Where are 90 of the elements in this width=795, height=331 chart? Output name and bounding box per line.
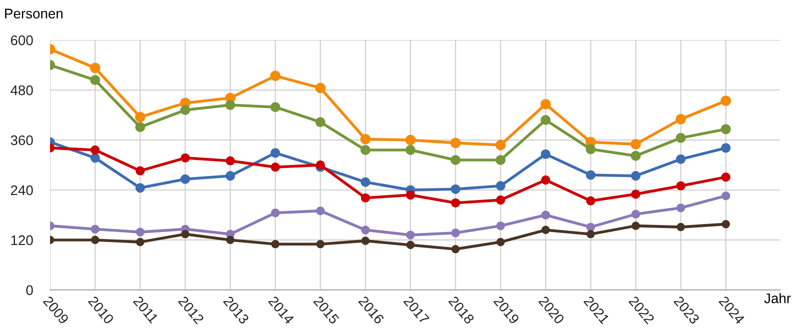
point	[406, 190, 416, 200]
point	[316, 240, 325, 248]
point	[136, 166, 145, 176]
point	[180, 105, 190, 116]
point	[586, 222, 596, 232]
point	[136, 238, 144, 246]
point	[450, 198, 460, 208]
point	[226, 236, 234, 244]
point	[540, 98, 551, 110]
point	[225, 171, 236, 181]
point	[360, 193, 370, 202]
point	[676, 114, 686, 124]
point	[540, 149, 550, 159]
point	[540, 115, 551, 126]
point	[586, 196, 596, 206]
y-axis-title: Personen	[5, 8, 63, 18]
point	[180, 174, 190, 184]
point	[541, 175, 550, 185]
point	[315, 82, 326, 94]
point	[586, 170, 596, 180]
point	[360, 177, 370, 187]
y-tick-label: 360	[10, 135, 33, 146]
point	[270, 208, 280, 218]
point	[721, 143, 731, 153]
point	[270, 162, 280, 172]
point	[586, 230, 595, 238]
point	[270, 148, 280, 158]
point	[630, 171, 641, 181]
point	[451, 228, 460, 238]
point	[721, 191, 730, 200]
y-tick-label: 600	[10, 35, 33, 46]
point	[631, 190, 640, 199]
point	[270, 102, 280, 112]
point	[586, 144, 596, 154]
point	[315, 117, 326, 128]
point	[450, 184, 460, 194]
point	[90, 236, 100, 244]
point	[225, 100, 236, 110]
point	[676, 132, 686, 143]
point	[720, 124, 731, 134]
point	[361, 226, 370, 234]
point	[90, 62, 100, 74]
point	[226, 156, 235, 166]
y-tick-label: 120	[11, 235, 33, 246]
point	[450, 138, 461, 148]
x-axis-title: Jahr	[764, 293, 791, 304]
point	[495, 140, 506, 150]
point	[360, 134, 371, 144]
point	[450, 155, 461, 166]
point	[722, 220, 730, 228]
point	[630, 150, 641, 161]
point	[270, 70, 281, 82]
point	[632, 222, 640, 230]
point	[135, 122, 146, 132]
point	[90, 145, 100, 155]
point	[496, 181, 506, 191]
y-tick-label: 480	[10, 85, 33, 96]
point	[360, 145, 370, 156]
point	[541, 210, 550, 220]
point	[136, 228, 145, 236]
point	[451, 244, 460, 254]
point	[406, 240, 415, 250]
point	[180, 153, 190, 163]
point	[676, 154, 686, 164]
point	[496, 195, 506, 205]
point	[630, 138, 641, 150]
y-tick-label: 240	[10, 185, 33, 196]
point	[135, 183, 145, 193]
point	[720, 96, 732, 106]
point	[541, 226, 550, 234]
point	[721, 172, 730, 182]
point	[90, 75, 100, 86]
point	[405, 134, 416, 146]
point	[631, 210, 640, 219]
point	[181, 230, 190, 238]
point	[496, 221, 505, 230]
point	[496, 238, 505, 246]
point	[676, 204, 686, 212]
point	[676, 181, 686, 190]
point	[361, 236, 370, 245]
point	[134, 112, 146, 122]
point	[676, 222, 685, 232]
point	[316, 206, 325, 216]
point	[406, 230, 415, 240]
point	[90, 224, 100, 234]
point	[90, 153, 100, 163]
point	[405, 145, 416, 156]
point	[496, 155, 506, 166]
point	[271, 240, 280, 248]
y-tick-label: 0	[26, 285, 33, 296]
